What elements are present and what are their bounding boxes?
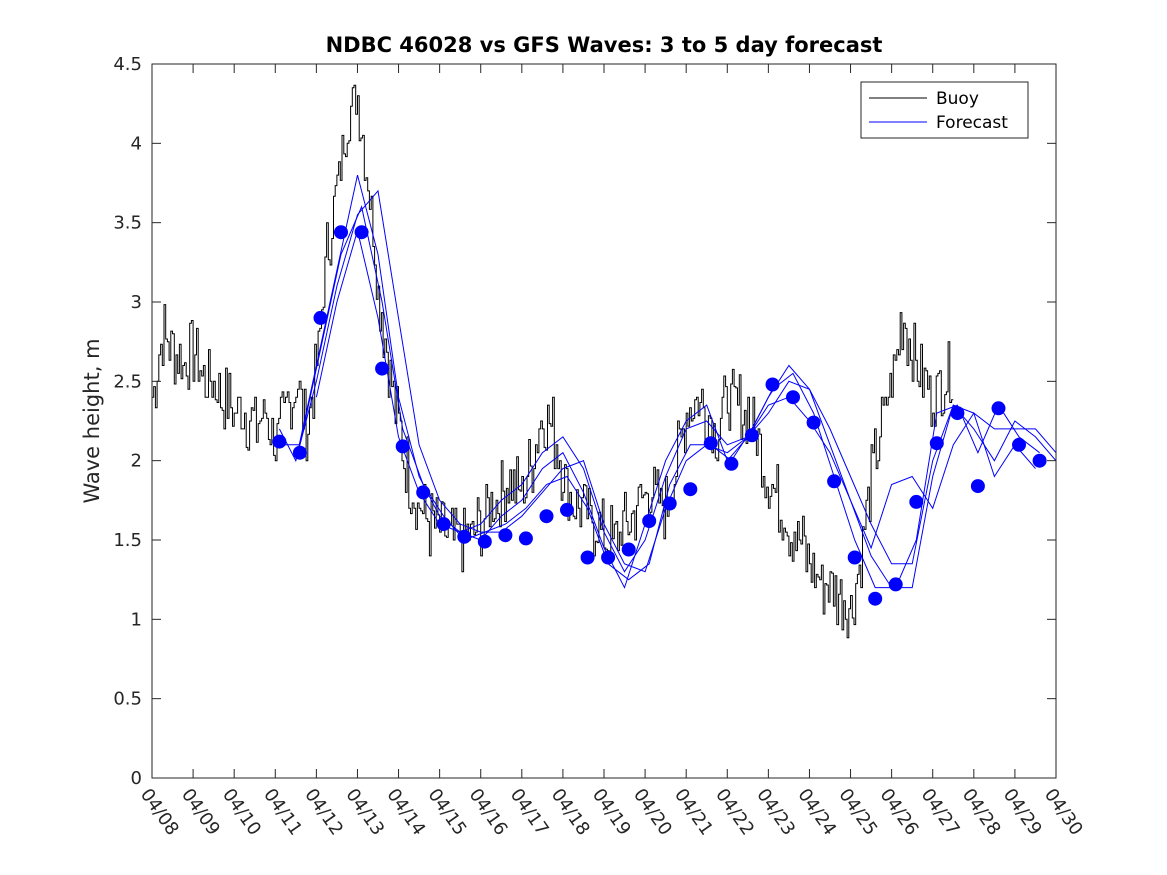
y-tick-label: 1 (131, 609, 142, 630)
forecast-point (375, 361, 390, 376)
forecast-point (888, 577, 903, 592)
axes-background (152, 64, 1056, 778)
forecast-point (868, 591, 883, 606)
forecast-points (272, 225, 1047, 606)
chart-title: NDBC 46028 vs GFS Waves: 3 to 5 day fore… (326, 33, 883, 57)
y-tick-label: 3 (131, 292, 142, 313)
forecast-point (909, 494, 924, 509)
forecast-point (416, 485, 431, 500)
forecast-point (334, 225, 348, 240)
forecast-point (683, 482, 698, 497)
y-tick-label: 2 (131, 451, 142, 472)
forecast-point (642, 514, 657, 528)
legend-forecast-label: Forecast (936, 113, 1008, 133)
forecast-line (283, 205, 1040, 589)
forecast-point (806, 415, 821, 430)
y-tick-label: 0 (131, 768, 142, 789)
forecast-point (354, 225, 369, 240)
plot-area (151, 63, 1057, 779)
buoy-series (152, 84, 954, 639)
y-tick-label: 3.5 (113, 213, 142, 234)
forecast-point (457, 529, 472, 544)
forecast-point (703, 436, 718, 451)
y-tick-label: 4.5 (113, 54, 142, 75)
y-axis: 0 0.5 1 1.5 2 2.5 3 3.5 4 4.5 (113, 54, 1056, 789)
forecast-point (498, 528, 513, 543)
forecast-point (991, 401, 1006, 416)
legend-box (860, 81, 1029, 139)
forecast-point (395, 439, 410, 454)
buoy-line (152, 84, 954, 639)
forecast-point (970, 479, 985, 494)
forecast-point (313, 310, 328, 325)
forecast-point (580, 550, 595, 565)
forecast-point (744, 428, 759, 443)
y-tick-label: 4 (131, 133, 142, 154)
forecast-point (827, 474, 842, 489)
forecast-point (436, 517, 451, 532)
forecast-point (786, 390, 800, 405)
y-axis-label: Wave height, m (80, 338, 104, 503)
forecast-point (560, 502, 574, 517)
legend: Buoy Forecast (860, 81, 1029, 139)
y-tick-label: 0.5 (113, 689, 142, 710)
forecast-line (295, 174, 1057, 589)
forecast-point (518, 531, 533, 546)
forecast-point (1012, 437, 1026, 452)
forecast-point (272, 434, 287, 449)
forecast-point (724, 456, 739, 471)
forecast-point (292, 445, 307, 460)
y-tick-label: 2.5 (113, 371, 142, 392)
forecast-point (765, 377, 780, 392)
forecast-point (621, 542, 636, 557)
forecast-point (950, 406, 965, 421)
forecast-point (539, 509, 554, 524)
forecast-point (929, 436, 944, 451)
forecast-point (662, 496, 677, 511)
forecast-point (847, 550, 862, 565)
forecast-point (601, 550, 616, 565)
forecast-point (477, 534, 492, 549)
forecast-point (1032, 453, 1047, 468)
legend-buoy-label: Buoy (936, 89, 979, 109)
y-tick-label: 1.5 (113, 530, 142, 551)
forecast-line (315, 228, 1036, 589)
